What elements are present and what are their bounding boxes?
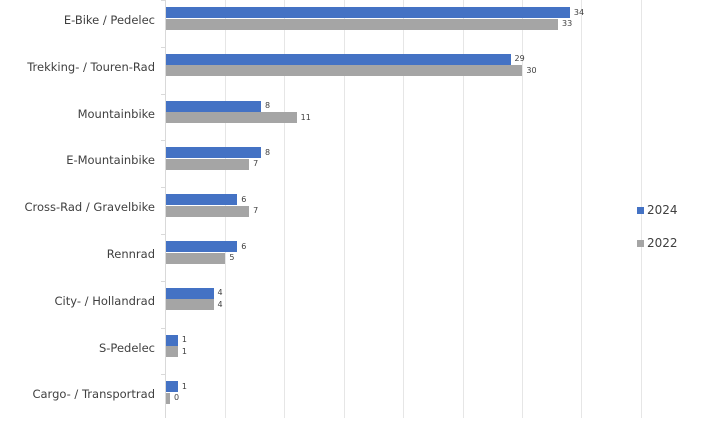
data-label: 6 [241,241,247,251]
bar-2024[interactable] [166,7,570,18]
bar-2022[interactable] [166,65,523,77]
bar-2024[interactable] [166,53,511,65]
data-label: 1 [181,335,187,345]
bar-2022[interactable] [166,112,297,124]
gridline [462,0,464,418]
bar-2024[interactable] [166,147,262,159]
category-label: Cargo- / Transportrad [32,387,155,402]
bar-2022[interactable] [166,346,178,358]
data-label: 1 [181,346,187,356]
gridline [403,0,405,418]
legend-swatch [637,206,644,214]
legend-item-2022[interactable]: 2022 [637,236,678,250]
bar-2022[interactable] [166,299,214,311]
data-label: 34 [573,7,585,17]
legend-swatch [637,239,644,247]
axis-tick [161,0,165,1]
bar-2024[interactable] [166,334,178,346]
y-axis [165,0,166,418]
bar-2022[interactable] [166,392,170,404]
gridline [521,0,523,418]
data-label: 0 [174,393,180,403]
category-label: Trekking- / Touren-Rad [27,59,155,74]
data-label: 7 [253,206,259,216]
bar-2024[interactable] [166,100,262,112]
bar-2024[interactable] [166,287,214,299]
legend-label: 2024 [647,203,678,217]
category-label: E-Bike / Pedelec [63,13,155,27]
axis-tick [161,140,165,142]
data-label: 29 [514,54,525,64]
data-label: 1 [181,381,187,391]
data-label: 7 [253,159,259,169]
legend-item-2024[interactable]: 2024 [637,203,678,217]
category-label: Cross-Rad / Gravelbike [24,200,155,215]
category-label: E-Mountainbike [66,153,155,168]
gridline [343,0,345,418]
category-label: S-Pedelec [98,340,155,355]
axis-tick [161,327,165,329]
axis-tick [161,187,165,189]
axis-tick [161,374,165,376]
legend-label: 2022 [647,236,678,250]
data-label: 30 [526,65,537,75]
data-label: 4 [217,299,223,309]
axis-tick [161,93,165,95]
data-label: 8 [265,101,271,111]
axis-tick [161,280,165,282]
data-label: 6 [241,194,247,204]
data-label: 11 [300,112,311,122]
category-label: Rennrad [106,247,155,261]
gridline [581,0,583,418]
data-label: 4 [217,288,223,298]
category-label: City- / Hollandrad [54,293,155,308]
bar-2024[interactable] [166,241,238,252]
bar-2022[interactable] [166,18,559,30]
data-label: 8 [265,147,271,157]
axis-tick [161,46,165,48]
gridline [284,0,286,418]
bar-2024[interactable] [166,381,178,393]
data-label: 33 [562,19,573,28]
data-label: 5 [229,253,235,262]
bar-2022[interactable] [166,158,250,170]
bar-2024[interactable] [166,194,238,206]
bar-2022[interactable] [166,252,226,264]
axis-tick [161,234,165,235]
category-label: Mountainbike [77,106,155,121]
bar-2022[interactable] [166,205,250,217]
